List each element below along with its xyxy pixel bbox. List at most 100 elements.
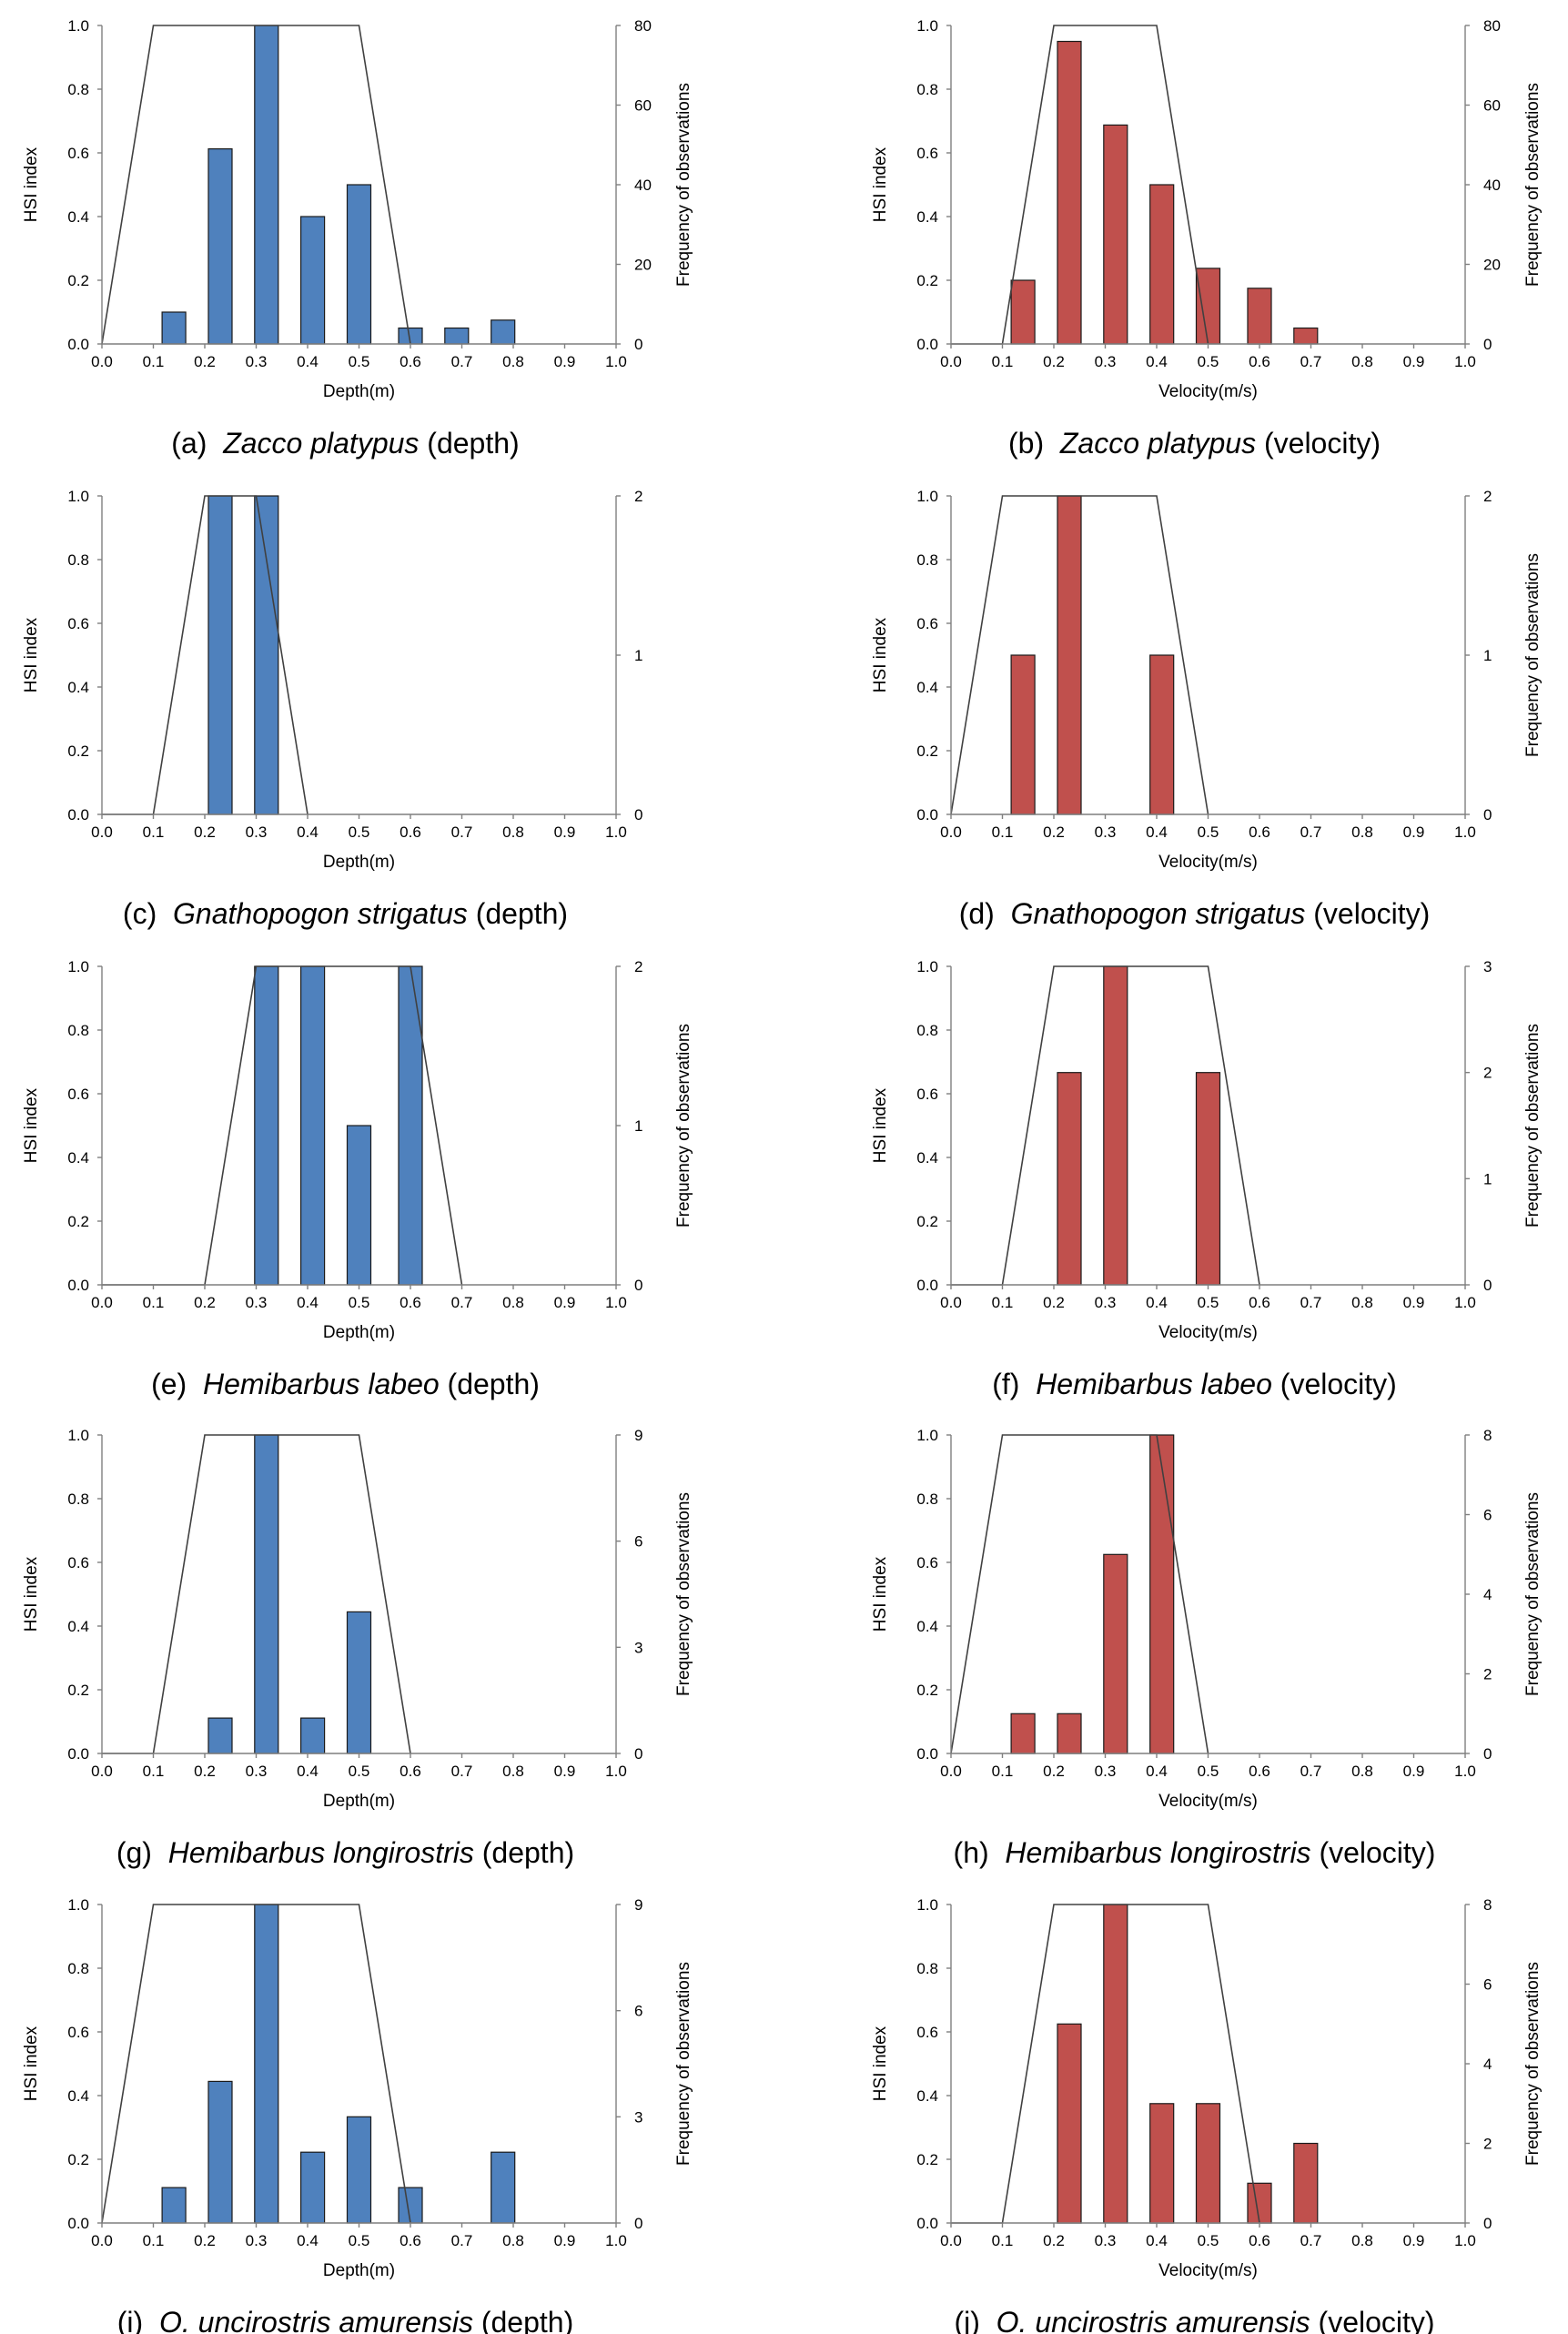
bar-d-2	[1149, 654, 1175, 815]
y2-tick-label-c-1: 1	[634, 647, 642, 664]
caption-suffix-f: (velocity)	[1272, 1368, 1397, 1400]
y2-tick-label-h-4: 8	[1483, 1427, 1492, 1444]
x-tick-label-e-1: 0.1	[143, 1294, 165, 1311]
x-tick-label-i-10: 1.0	[605, 2232, 627, 2249]
chart-panel-h: 0.0 0.1 0.2 0.3 0.4 0.5 0.6 0.7 0.8 0.9 1.0 0.0 0.2 0…	[871, 1427, 1543, 1869]
x-tick-label-c-4: 0.4	[297, 823, 319, 841]
bar-c-0	[207, 495, 233, 815]
y-tick-label-h-2: 0.4	[916, 1618, 938, 1635]
y-tick-label-h-3: 0.6	[916, 1554, 938, 1571]
bar-d-0	[1010, 654, 1036, 815]
y2-tick-label-h-0: 0	[1483, 1745, 1492, 1763]
y-tick-label-g-2: 0.4	[67, 1618, 89, 1635]
caption-species-g: Hemibarbus longirostris	[168, 1836, 474, 1869]
x-tick-label-j-9: 0.9	[1403, 2232, 1425, 2249]
x-tick-label-c-0: 0.0	[91, 823, 113, 841]
y2-tick-label-b-0: 0	[1483, 336, 1492, 353]
bar-a-1	[207, 148, 233, 345]
y2-tick-label-j-1: 2	[1483, 2136, 1492, 2153]
bar-i-1	[207, 2080, 233, 2224]
x-tick-label-f-9: 0.9	[1403, 1294, 1425, 1311]
x-tick-label-f-2: 0.2	[1043, 1294, 1065, 1311]
caption-h: (h) Hemibarbus longirostris (velocity)	[954, 1836, 1436, 1869]
y-tick-label-b-2: 0.4	[916, 208, 938, 226]
x-tick-label-a-9: 0.9	[554, 353, 576, 370]
y2-tick-label-b-2: 40	[1483, 177, 1501, 194]
x-tick-label-b-10: 1.0	[1454, 353, 1476, 370]
x-tick-label-b-2: 0.2	[1043, 353, 1065, 370]
y-tick-label-b-4: 0.8	[916, 81, 938, 98]
x-tick-label-j-10: 1.0	[1454, 2232, 1476, 2249]
y-tick-label-g-4: 0.8	[67, 1490, 89, 1508]
x-tick-label-g-4: 0.4	[297, 1763, 319, 1780]
bar-e-0	[254, 965, 279, 1286]
y-tick-label-h-4: 0.8	[916, 1490, 938, 1508]
y-tick-label-f-4: 0.8	[916, 1022, 938, 1039]
bar-b-6	[1293, 327, 1319, 345]
x-tick-label-a-8: 0.8	[502, 353, 524, 370]
x-tick-label-d-4: 0.4	[1146, 823, 1168, 841]
x-tick-label-h-4: 0.4	[1146, 1763, 1168, 1780]
bar-i-0	[161, 2187, 187, 2224]
x-tick-label-g-1: 0.1	[143, 1763, 165, 1780]
y-axis-title-d: HSI index	[871, 617, 890, 692]
x-tick-label-i-5: 0.5	[349, 2232, 370, 2249]
caption-suffix-g: (depth)	[474, 1836, 574, 1869]
x-tick-label-f-4: 0.4	[1146, 1294, 1168, 1311]
x-tick-label-e-6: 0.6	[400, 1294, 421, 1311]
chart-panel-g: 0.0 0.1 0.2 0.3 0.4 0.5 0.6 0.7 0.8 0.9 1.0 0.0 0.2 0…	[22, 1427, 693, 1869]
x-axis-title-e: Depth(m)	[323, 1323, 395, 1342]
bar-i-6	[491, 2151, 516, 2224]
bar-a-6	[444, 327, 470, 345]
bar-a-4	[346, 184, 372, 345]
x-tick-label-a-6: 0.6	[400, 353, 421, 370]
x-tick-label-g-10: 1.0	[605, 1763, 627, 1780]
x-tick-label-c-9: 0.9	[554, 823, 576, 841]
x-tick-label-i-4: 0.4	[297, 2232, 319, 2249]
y-tick-label-d-3: 0.6	[916, 615, 938, 632]
y2-tick-label-b-3: 60	[1483, 97, 1501, 115]
y2-tick-label-h-2: 4	[1483, 1586, 1492, 1603]
y2-axis-title-e: Frequency of observations	[674, 1024, 693, 1228]
y-tick-label-f-1: 0.2	[916, 1213, 938, 1230]
x-tick-label-a-7: 0.7	[451, 353, 473, 370]
caption-suffix-c: (depth)	[468, 897, 568, 930]
caption-prefix-g: (g)	[116, 1836, 168, 1869]
caption-species-c: Gnathopogon strigatus	[173, 897, 468, 930]
bar-g-0	[207, 1717, 233, 1754]
hsi-line-a	[101, 25, 411, 345]
x-tick-label-i-3: 0.3	[246, 2232, 268, 2249]
caption-prefix-i: (i)	[117, 2306, 159, 2334]
x-tick-label-b-1: 0.1	[992, 353, 1014, 370]
x-tick-label-j-6: 0.6	[1249, 2232, 1270, 2249]
y-tick-label-d-1: 0.2	[916, 743, 938, 760]
y2-axis-title-i: Frequency of observations	[674, 1962, 693, 2166]
x-tick-label-j-0: 0.0	[940, 2232, 962, 2249]
hsi-line-d	[950, 495, 1209, 815]
bar-e-2	[346, 1125, 372, 1286]
x-tick-label-j-2: 0.2	[1043, 2232, 1065, 2249]
y-tick-label-e-4: 0.8	[67, 1022, 89, 1039]
y-axis-title-h: HSI index	[871, 1556, 890, 1632]
x-tick-label-e-0: 0.0	[91, 1294, 113, 1311]
y-tick-label-d-2: 0.4	[916, 679, 938, 696]
x-tick-label-c-8: 0.8	[502, 823, 524, 841]
y-tick-label-b-0: 0.0	[916, 336, 938, 353]
x-tick-label-i-6: 0.6	[400, 2232, 421, 2249]
y-tick-label-g-1: 0.2	[67, 1682, 89, 1699]
x-tick-label-a-4: 0.4	[297, 353, 319, 370]
caption-prefix-f: (f)	[992, 1368, 1036, 1400]
x-tick-label-b-0: 0.0	[940, 353, 962, 370]
y-axis-title-e: HSI index	[22, 1087, 41, 1163]
x-axis-title-g: Depth(m)	[323, 1792, 395, 1811]
x-tick-label-j-5: 0.5	[1198, 2232, 1219, 2249]
x-tick-label-h-7: 0.7	[1300, 1763, 1322, 1780]
caption-suffix-e: (depth)	[440, 1368, 540, 1400]
x-axis-title-c: Depth(m)	[323, 853, 395, 872]
x-tick-label-d-2: 0.2	[1043, 823, 1065, 841]
x-tick-label-f-3: 0.3	[1095, 1294, 1117, 1311]
y-tick-label-d-4: 0.8	[916, 551, 938, 569]
y-tick-label-i-2: 0.4	[67, 2087, 89, 2105]
y-tick-label-c-2: 0.4	[67, 679, 89, 696]
